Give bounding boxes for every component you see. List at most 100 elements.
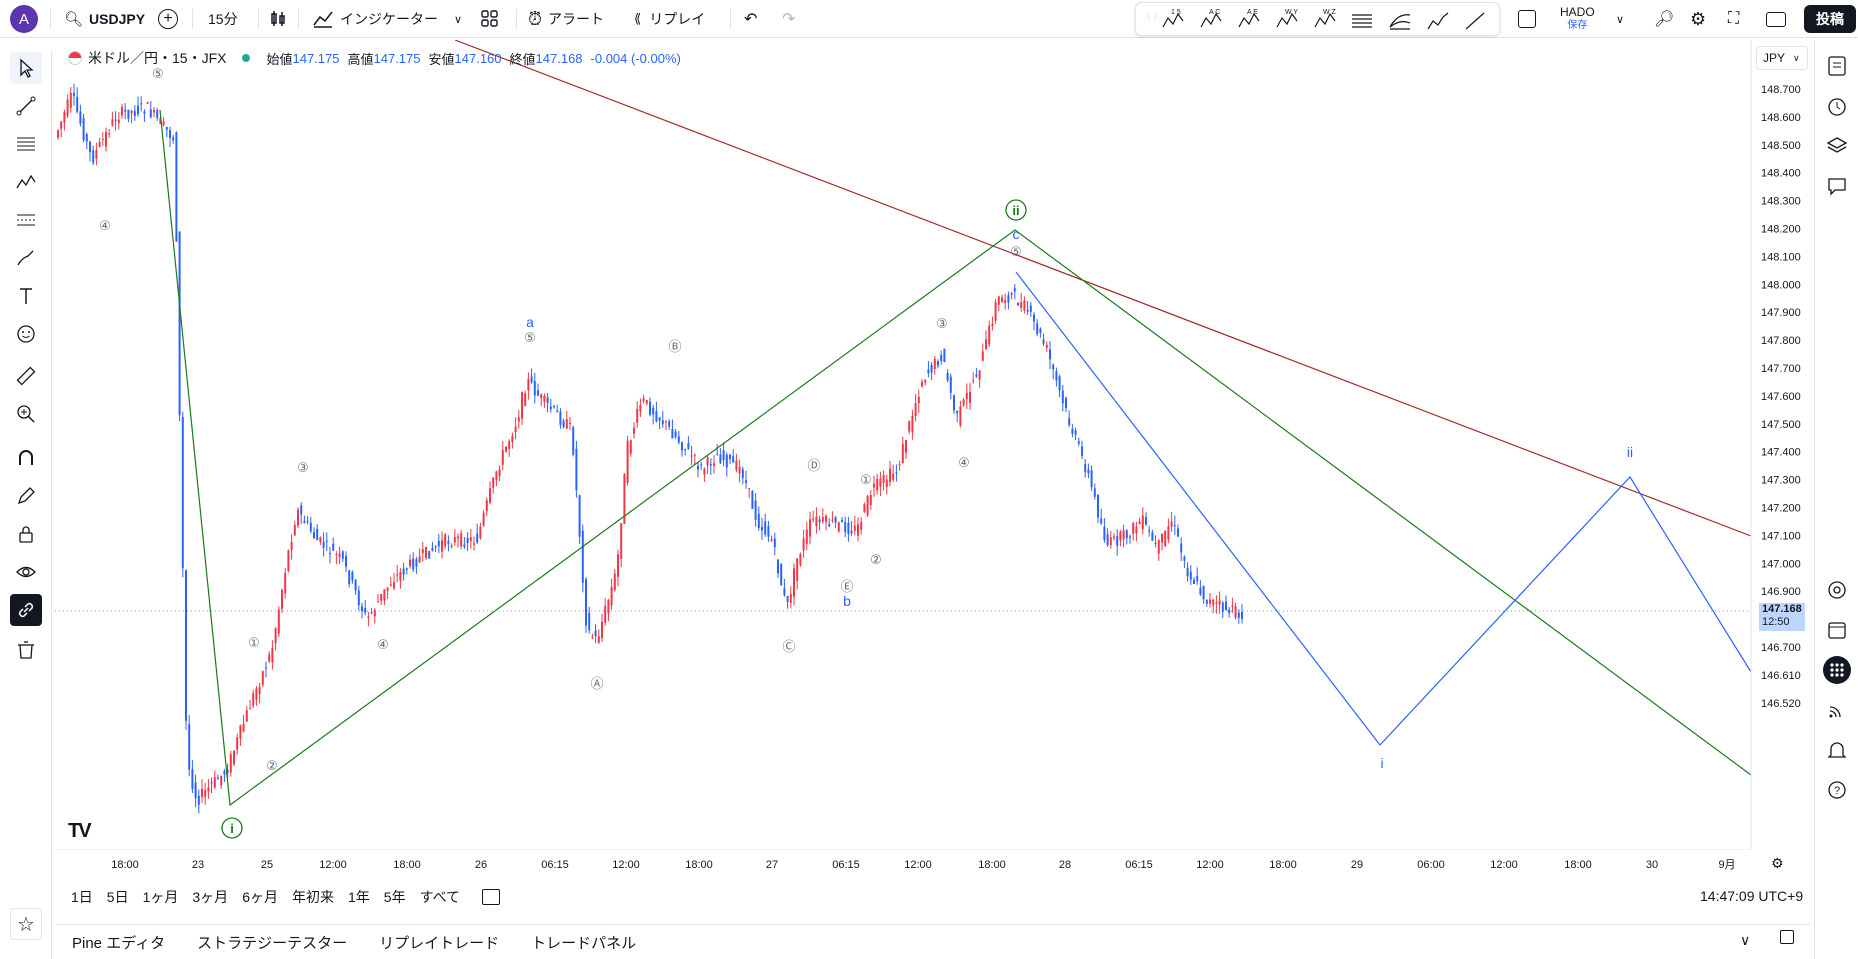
remove-drawings[interactable] — [10, 634, 42, 666]
text-tool[interactable] — [10, 280, 42, 312]
wave-label[interactable]: ⑤ — [524, 331, 536, 346]
wave-label[interactable]: Ⓒ — [782, 640, 795, 655]
legend-title[interactable]: 米ドル／円・15・JFX — [88, 48, 226, 68]
trend-line-red[interactable] — [455, 40, 1751, 536]
undo-button[interactable]: ↶ — [744, 0, 757, 38]
user-menu[interactable]: A — [10, 0, 38, 38]
range-button[interactable]: 1日 — [71, 887, 93, 907]
redo-button[interactable]: ↷ — [782, 0, 795, 38]
price-chart[interactable]: ⑤④③①②④⑤ⒷⒶ③Ⓓ①②ⒺⒸ④⑤abciiiiii — [55, 40, 1755, 850]
pattern-tool[interactable] — [10, 166, 42, 198]
clock[interactable]: 14:47:09 UTC+9 — [1700, 888, 1803, 904]
wave-label-blue[interactable]: c — [1013, 226, 1020, 242]
scale-settings-button[interactable]: ⚙ — [1771, 855, 1784, 872]
symbol-search[interactable]: 🔍︎ USDJPY — [64, 0, 145, 38]
wave-label[interactable]: ⑤ — [1010, 245, 1022, 260]
layout-templates-button[interactable] — [480, 0, 500, 38]
settings-button[interactable]: ⚙ — [1690, 0, 1706, 38]
chats-button[interactable] — [1823, 172, 1851, 200]
range-button[interactable]: 6ヶ月 — [242, 887, 278, 907]
fullscreen-button[interactable]: ⛶ — [1728, 0, 1739, 38]
alerts-panel-button[interactable] — [1823, 92, 1851, 120]
interval-button[interactable]: 15分 — [208, 0, 238, 38]
maximize-panel-button[interactable] — [1780, 930, 1794, 947]
wave-label[interactable]: ③ — [936, 317, 948, 332]
range-button[interactable]: 年初来 — [292, 887, 334, 907]
object-tree-button[interactable] — [1823, 132, 1851, 160]
publish-button[interactable]: 投稿 — [1804, 0, 1856, 38]
wave-label[interactable]: ④ — [958, 456, 970, 471]
lock-drawing-mode[interactable] — [10, 480, 42, 512]
wave-label-green[interactable]: ii — [1012, 203, 1019, 218]
help-button[interactable]: ? — [1823, 776, 1851, 804]
wave-label[interactable]: ① — [248, 636, 260, 651]
currency-selector[interactable]: JPY ∨ — [1756, 46, 1808, 70]
wave-label[interactable]: ④ — [99, 219, 111, 234]
candle-body — [723, 450, 725, 460]
calendar-button[interactable] — [1823, 616, 1851, 644]
wave-label[interactable]: ⑤ — [152, 67, 164, 82]
chart-type-button[interactable] — [268, 0, 288, 38]
time-scale[interactable]: 18:00232512:0018:002606:1512:0018:002706… — [55, 850, 1755, 876]
collapse-panel-button[interactable]: ∨ — [1740, 932, 1750, 949]
wave-label[interactable]: ① — [860, 473, 872, 488]
svg-text:W Y: W Y — [1285, 9, 1298, 16]
emoji-tool[interactable] — [10, 318, 42, 350]
range-button[interactable]: 3ヶ月 — [192, 887, 228, 907]
alert-button[interactable]: ⏰︎ アラート — [528, 0, 604, 38]
wave-label[interactable]: ④ — [377, 638, 389, 653]
quick-search-button[interactable]: 🔎︎ — [1654, 0, 1674, 38]
panel-tab[interactable]: リプレイトレード — [379, 932, 499, 953]
range-button[interactable]: 5日 — [107, 887, 129, 907]
snapshot-button[interactable] — [1766, 0, 1786, 38]
streams-button[interactable] — [1823, 696, 1851, 724]
range-button[interactable]: 5年 — [384, 887, 406, 907]
wave-label-blue[interactable]: a — [526, 314, 534, 330]
notifications-button[interactable] — [1823, 736, 1851, 764]
products-button[interactable] — [1823, 656, 1851, 684]
date-range-icon[interactable] — [482, 889, 500, 905]
tradingview-logo[interactable]: TV — [68, 820, 90, 843]
projection-line-blue[interactable] — [1016, 272, 1751, 745]
range-button[interactable]: 1年 — [348, 887, 370, 907]
wave-label[interactable]: Ⓐ — [590, 677, 603, 692]
layout-name-button[interactable]: HADO 保存 — [1560, 0, 1595, 38]
cursor-tool[interactable] — [10, 52, 42, 84]
wave-label-blue[interactable]: b — [843, 593, 851, 609]
range-button[interactable]: 1ヶ月 — [143, 887, 179, 907]
wave-label-blue[interactable]: ii — [1627, 444, 1633, 460]
fib-tool[interactable] — [10, 128, 42, 160]
avatar[interactable]: A — [10, 5, 38, 33]
layout-dropdown[interactable]: ∨ — [1616, 0, 1624, 38]
panel-tab[interactable]: トレードパネル — [531, 932, 636, 953]
indicators-button[interactable]: インジケーター — [312, 0, 438, 38]
sync-drawings[interactable] — [10, 594, 42, 626]
wave-label[interactable]: ③ — [297, 461, 309, 476]
hide-drawing-button[interactable] — [1518, 0, 1536, 38]
wave-label-blue[interactable]: i — [1380, 755, 1383, 771]
trend-line-tool[interactable] — [10, 90, 42, 122]
hide-drawings[interactable] — [10, 556, 42, 588]
compare-button[interactable]: + — [158, 0, 178, 38]
range-button[interactable]: すべて — [420, 887, 460, 907]
panel-tab[interactable]: ストラテジーテスター — [197, 932, 347, 953]
indicators-dropdown[interactable]: ∨ — [454, 0, 462, 38]
zoom-tool[interactable] — [10, 398, 42, 430]
price-scale[interactable]: 148.700148.600148.500148.400148.300148.2… — [1751, 40, 1814, 850]
lock-drawings[interactable] — [10, 518, 42, 550]
measure-tool[interactable] — [10, 360, 42, 392]
ideas-button[interactable] — [1823, 576, 1851, 604]
brush-tool[interactable] — [10, 242, 42, 274]
magnet-tool[interactable] — [10, 442, 42, 474]
panel-tab[interactable]: Pine エディタ — [72, 932, 165, 953]
replay-button[interactable]: ⟪ リプレイ — [634, 0, 705, 38]
wave-label[interactable]: ② — [870, 553, 882, 568]
wave-label-green[interactable]: i — [230, 821, 234, 836]
wave-line-green[interactable] — [160, 110, 1751, 805]
wave-label[interactable]: Ⓓ — [807, 459, 820, 474]
watchlist-button[interactable] — [1823, 52, 1851, 80]
wave-label[interactable]: Ⓑ — [668, 340, 681, 355]
favorites-button[interactable]: ☆ — [10, 908, 42, 940]
forecast-tool[interactable] — [10, 204, 42, 236]
wave-label[interactable]: ② — [266, 759, 278, 774]
